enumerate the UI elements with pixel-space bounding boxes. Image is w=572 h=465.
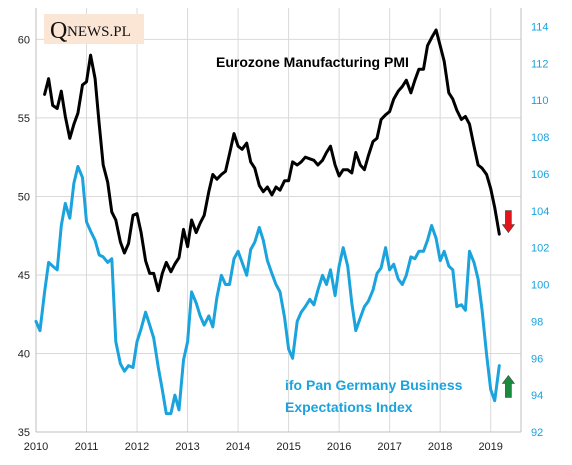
y-right-tick-label-114: 114 — [531, 21, 549, 33]
y-right-tick-label-106: 106 — [531, 169, 549, 181]
y-left-tick-label-55: 55 — [18, 113, 30, 125]
x-axis-ticks: 2010 2011 2012 2013 2014 2015 2016 2017 2018 2019 — [24, 441, 503, 453]
logo-text: NEWS.PL — [67, 24, 131, 40]
axes — [35, 8, 522, 433]
y-right-tick-label-100: 100 — [531, 280, 549, 292]
x-tick-label-2019: 2019 — [478, 441, 502, 453]
y-right-tick-label-110: 110 — [531, 95, 549, 107]
logo-background — [44, 14, 144, 44]
y-right-tick-label-108: 108 — [531, 132, 549, 144]
y-left-tick-label-40: 40 — [18, 348, 30, 360]
x-tick-label-2016: 2016 — [327, 441, 351, 453]
pmi-series-line — [43, 28, 501, 293]
ifo-series-label-line2: Expectations Index — [285, 399, 413, 415]
x-tick-label-2010: 2010 — [24, 441, 48, 453]
y-right-tick-label-92: 92 — [531, 427, 543, 439]
ifo-series-line — [34, 165, 501, 416]
y-right-tick-label-96: 96 — [531, 353, 543, 365]
x-tick-label-2014: 2014 — [226, 441, 250, 453]
ifo-series-label-line1: ifo Pan Germany Business — [285, 377, 463, 393]
ifo-up-arrow — [501, 375, 516, 398]
y-left-tick-label-45: 45 — [18, 270, 30, 282]
y-right-tick-label-98: 98 — [531, 316, 543, 328]
x-tick-label-2011: 2011 — [75, 441, 99, 453]
x-tick-label-2015: 2015 — [276, 441, 300, 453]
y-left-tick-label-35: 35 — [18, 427, 30, 439]
y-left-tick-label-50: 50 — [18, 191, 30, 203]
y-right-tick-label-94: 94 — [531, 390, 543, 402]
left-axis-ticks: 35 40 45 50 55 60 — [18, 34, 30, 439]
series-layer — [34, 28, 501, 416]
logo-badge: Q NEWS.PL — [44, 14, 144, 44]
y-right-tick-label-102: 102 — [531, 243, 549, 255]
right-axis-ticks: 92 94 96 98 100 102 104 106 108 110 112 114 — [531, 21, 549, 439]
x-tick-label-2013: 2013 — [175, 441, 199, 453]
pmi-down-arrow — [501, 210, 516, 234]
y-right-tick-label-104: 104 — [531, 206, 549, 218]
y-right-tick-label-112: 112 — [531, 58, 549, 70]
y-left-tick-label-60: 60 — [18, 34, 30, 46]
trend-arrows — [501, 210, 516, 398]
logo-q: Q — [50, 18, 67, 44]
pmi-series-label: Eurozone Manufacturing PMI — [216, 54, 409, 70]
x-tick-label-2018: 2018 — [428, 441, 452, 453]
x-tick-label-2012: 2012 — [125, 441, 149, 453]
x-tick-label-2017: 2017 — [377, 441, 401, 453]
